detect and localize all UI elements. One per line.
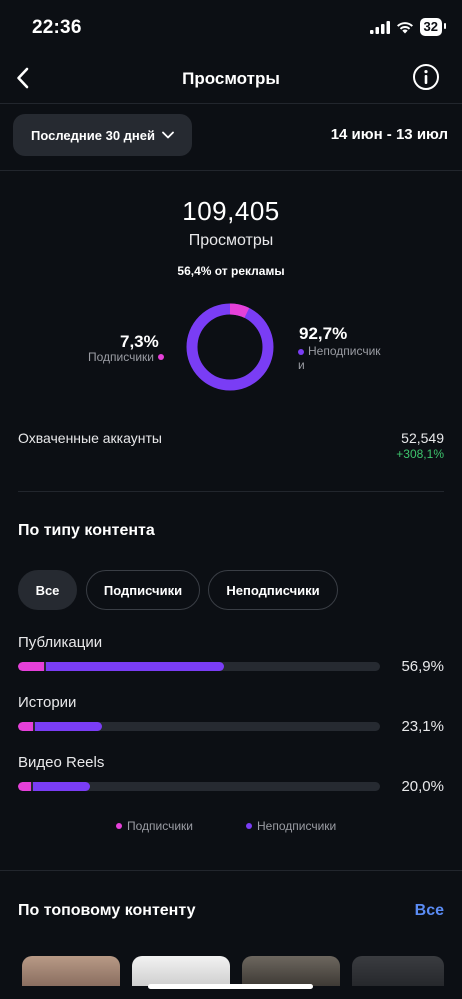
bar-track-posts [18, 662, 380, 671]
legend-non-followers-label: Неподписчики [257, 819, 337, 833]
status-time: 22:36 [32, 17, 82, 38]
bar-followers-reels [18, 782, 32, 791]
filter-followers-chip[interactable]: Подписчики [86, 570, 200, 610]
header-divider [0, 103, 462, 104]
period-dropdown[interactable]: Последние 30 дней [13, 114, 192, 156]
top-content-thumbnail[interactable] [132, 956, 230, 986]
legend-non-followers: Неподписчики [246, 819, 336, 833]
reach-delta: +308,1% [396, 447, 444, 461]
donut-followers-segment [186, 303, 274, 391]
non-followers-dot [298, 349, 304, 355]
followers-dot [158, 354, 164, 360]
legend-followers-label: Подписчики [127, 819, 194, 833]
top-content-thumbnail[interactable] [242, 956, 340, 986]
reach-divider [18, 491, 444, 492]
total-views: 109,405 [182, 196, 280, 226]
section-divider [0, 870, 462, 871]
non-followers-legend: Неподписчик и [298, 344, 394, 372]
bar-pct-posts: 56,9% [401, 658, 444, 675]
followers-pct: 7,3% [120, 332, 159, 351]
bar-followers-stories [18, 722, 34, 731]
home-indicator [148, 984, 313, 989]
total-views-label: Просмотры [188, 232, 274, 249]
ads-share: 56,4% от рекламы [177, 264, 285, 278]
battery-indicator: 32 [419, 18, 447, 36]
followers-label: Подписчики [87, 350, 154, 364]
bar-followers-posts [18, 662, 44, 671]
views-donut-chart [186, 303, 274, 391]
followers-legend: Подписчики [88, 350, 164, 364]
period-divider [0, 170, 462, 171]
bar-label-reels: Видео Reels [18, 754, 105, 771]
date-range: 14 июн - 13 июл [330, 126, 448, 143]
non-followers-label: Неподписчик и [298, 344, 381, 372]
bar-track-reels [18, 782, 380, 791]
donut-non-followers-ring [186, 303, 274, 391]
period-label: Последние 30 дней [31, 127, 155, 143]
chevron-left-icon [17, 67, 29, 89]
legend-non-followers-dot [246, 823, 252, 829]
page-title: Просмотры [182, 69, 280, 88]
see-all-link[interactable]: Все [414, 902, 444, 919]
chevron-down-icon [162, 131, 174, 139]
cellular-signal-icon [369, 20, 390, 34]
bar-pct-stories: 23,1% [401, 718, 444, 735]
reach-value: 52,549 [401, 430, 444, 446]
wifi-icon [396, 21, 413, 33]
filter-all-chip[interactable]: Все [18, 570, 77, 610]
legend-followers: Подписчики [116, 819, 193, 833]
bar-pct-reels: 20,0% [401, 778, 444, 795]
bar-non-followers-posts [46, 662, 224, 671]
content-type-title: По типу контента [18, 522, 155, 539]
back-button[interactable] [12, 64, 40, 92]
legend-followers-dot [116, 823, 122, 829]
bar-track-stories [18, 722, 380, 731]
filter-non-followers-chip[interactable]: Неподписчики [208, 570, 338, 610]
reach-label: Охваченные аккаунты [18, 430, 162, 446]
non-followers-pct: 92,7% [299, 324, 348, 343]
status-icons: 32 [369, 18, 447, 36]
bar-non-followers-reels [33, 782, 91, 791]
top-content-title: По топовому контенту [18, 902, 196, 919]
info-icon [413, 64, 439, 90]
bar-label-stories: Истории [18, 694, 77, 711]
bar-label-posts: Публикации [18, 634, 103, 651]
info-button[interactable] [412, 63, 440, 91]
top-content-thumbnail[interactable] [22, 956, 120, 986]
top-content-thumbnail[interactable] [352, 956, 444, 986]
bar-non-followers-stories [35, 722, 102, 731]
